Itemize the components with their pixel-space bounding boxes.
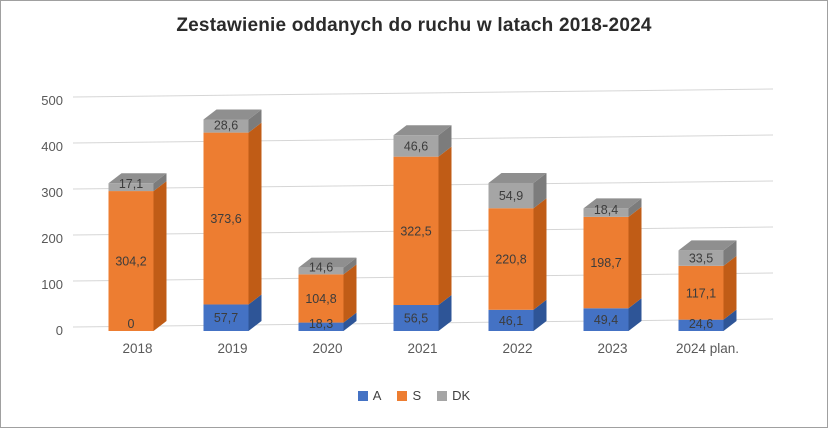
chart-legend: A S DK	[1, 388, 827, 403]
legend-swatch-a	[357, 390, 368, 401]
legend-label-s: S	[412, 388, 422, 403]
legend-item-dk: DK	[437, 388, 470, 403]
y-tick-label: 100	[41, 277, 63, 292]
bar-value-label: 0	[128, 317, 135, 331]
bar-value-label: 220,8	[495, 253, 526, 267]
bar-value-label: 304,2	[115, 255, 146, 269]
bar-top-face	[393, 125, 452, 136]
x-category-label: 2020	[312, 341, 342, 356]
x-category-label: 2024 plan.	[676, 341, 739, 356]
bar-value-label: 104,8	[305, 292, 336, 306]
bar-value-label: 322,5	[400, 224, 431, 238]
bar-value-label: 49,4	[594, 313, 618, 327]
bar-value-label: 373,6	[210, 212, 241, 226]
bar-side-face	[628, 206, 642, 309]
bar-value-label: 57,7	[214, 311, 238, 325]
bar-segment	[488, 208, 534, 310]
gridline	[72, 88, 774, 98]
bar-side-face	[438, 295, 452, 331]
bar-value-label: 18,3	[309, 317, 333, 331]
bar-side-face	[343, 264, 357, 323]
bar-side-face	[343, 312, 357, 331]
bar-value-label: 56,5	[404, 312, 428, 326]
bar-segment	[298, 274, 344, 323]
bar-segment	[298, 267, 344, 275]
bar-side-face	[723, 309, 737, 331]
bar-value-label: 46,6	[404, 139, 428, 153]
bar-value-label: 14,6	[309, 260, 333, 274]
chart-title: Zestawienie oddanych do ruchu w latach 2…	[176, 15, 652, 36]
bar-segment	[393, 156, 439, 306]
y-tick-label: 200	[41, 231, 63, 246]
y-tick-label: 500	[41, 93, 63, 108]
bar-value-label: 117,1	[686, 286, 716, 300]
bar-segment	[583, 208, 629, 217]
bar-segment	[393, 135, 439, 157]
x-category-label: 2019	[217, 341, 247, 356]
bar-side-face	[438, 125, 452, 157]
bar-side-face	[153, 181, 167, 331]
bar-top-face	[298, 257, 357, 268]
legend-label-dk: DK	[452, 388, 471, 403]
bar-side-face	[628, 298, 642, 331]
bar-segment	[298, 322, 344, 331]
bar-segment	[203, 132, 249, 305]
bar-side-face	[438, 146, 452, 306]
bar-side-face	[533, 172, 547, 209]
bar-segment	[488, 309, 534, 331]
bar-value-label: 18,4	[594, 203, 618, 217]
bar-segment	[583, 308, 629, 331]
legend-item-a: A	[357, 388, 382, 403]
y-tick-label: 0	[56, 323, 63, 338]
bar-side-face	[533, 198, 547, 310]
bar-segment	[583, 216, 629, 309]
bar-top-face	[583, 198, 642, 209]
bar-value-label: 33,5	[689, 252, 713, 266]
bar-segment	[393, 305, 439, 331]
bar-value-label: 198,7	[590, 256, 621, 270]
bar-segment	[203, 119, 249, 133]
bar-top-face	[678, 240, 737, 251]
y-tick-label: 300	[41, 185, 63, 200]
bar-top-face	[203, 109, 262, 120]
bar-side-face	[343, 257, 357, 275]
bar-segment	[108, 191, 154, 331]
bar-value-label: 17,1	[119, 177, 143, 191]
bar-side-face	[248, 294, 262, 331]
legend-swatch-s	[397, 390, 408, 401]
bar-side-face	[723, 255, 737, 320]
y-tick-label: 400	[41, 139, 63, 154]
bar-top-face	[108, 173, 167, 184]
x-category-label: 2018	[122, 341, 152, 356]
bar-value-label: 54,9	[499, 189, 523, 203]
x-category-label: 2021	[407, 341, 437, 356]
legend-label-a: A	[372, 388, 382, 403]
bar-side-face	[628, 198, 642, 217]
bar-value-label: 28,6	[214, 119, 238, 133]
bar-side-face	[533, 299, 547, 331]
bar-side-face	[248, 122, 262, 305]
bar-side-face	[248, 109, 262, 133]
bar-segment	[678, 265, 724, 320]
bar-value-label: 24,6	[689, 317, 713, 331]
bar-segment	[678, 250, 724, 266]
x-category-label: 2023	[597, 341, 627, 356]
bar-side-face	[723, 240, 737, 266]
bar-top-face	[488, 172, 547, 183]
bar-segment	[108, 183, 154, 192]
bar-value-label: 46,1	[499, 314, 523, 328]
bar-segment	[488, 182, 534, 209]
bar-segment	[678, 319, 724, 331]
bar-side-face	[153, 173, 167, 192]
x-category-label: 2022	[502, 341, 532, 356]
legend-swatch-dk	[437, 390, 448, 401]
bar-segment	[203, 304, 249, 331]
legend-item-s: S	[397, 388, 421, 403]
